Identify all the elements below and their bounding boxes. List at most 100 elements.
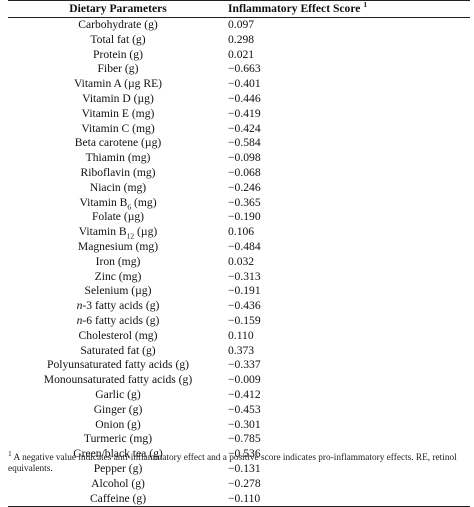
inflammatory-score-table: Dietary Parameters Inflammatory Effect S… [8, 0, 470, 507]
table-row: Total fat (g) 0.298 [8, 33, 470, 48]
table-header-row: Dietary Parameters Inflammatory Effect S… [8, 0, 470, 18]
header-footnote-mark: 1 [363, 0, 368, 10]
table-body: Carbohydrate (g) 0.097 Total fat (g) 0.298 P… [8, 18, 470, 507]
table-row: Fiber (g) −0.663 [8, 62, 470, 77]
dietary-parameter-cell: Caffeine (g) [8, 491, 228, 507]
table-row: Thiamin (mg) −0.098 [8, 151, 470, 166]
inflammatory-score-cell: −0.191 [228, 284, 261, 298]
dietary-parameter-cell: Niacin (mg) [89, 180, 147, 194]
inflammatory-score-cell: −0.663 [228, 62, 261, 76]
inflammatory-score-cell: 0.106 [228, 225, 255, 239]
header-inflammatory-effect-score: Inflammatory Effect Score 1 [228, 0, 470, 18]
dietary-parameter-cell: Garlic (g) [95, 387, 141, 401]
table-row: Ginger (g) −0.453 [8, 403, 470, 418]
dietary-parameter-cell: Polyunsaturated fatty acids (g) [47, 358, 189, 372]
dietary-parameter-cell: Magnesium (mg) [77, 239, 159, 253]
inflammatory-score-cell: 0.021 [228, 47, 255, 61]
table-row: n-6 fatty acids (g) −0.159 [8, 314, 470, 329]
inflammatory-score-cell: −0.246 [228, 180, 261, 194]
table-footnote: 1 A negative value indicates anti-inflam… [8, 450, 472, 474]
inflammatory-score-cell: 0.097 [228, 18, 255, 31]
table-row: Vitamin E (mg) −0.419 [8, 107, 470, 122]
table-row: Pepper (g) −0.131 [8, 462, 470, 477]
table-row: Cholesterol (mg) 0.110 [8, 329, 470, 344]
table-row: Vitamin A (µg RE) −0.401 [8, 77, 470, 92]
inflammatory-score-cell: −0.301 [228, 417, 261, 431]
dietary-parameter-cell: Protein (g) [93, 47, 143, 61]
inflammatory-score-cell: −0.190 [228, 210, 261, 224]
inflammatory-score-cell: 0.110 [228, 328, 254, 342]
table-row: Vitamin B6 (mg) −0.365 [8, 196, 470, 211]
inflammatory-score-cell: −0.337 [228, 358, 261, 372]
dietary-parameter-cell: Vitamin A (µg RE) [73, 77, 163, 91]
inflammatory-score-cell: −0.068 [228, 165, 261, 179]
dietary-parameter-cell: Vitamin E (mg) [81, 106, 155, 120]
table-row: Monounsaturated fatty acids (g) −0.009 [8, 373, 470, 388]
inflammatory-score-cell: 0.373 [228, 343, 255, 357]
inflammatory-score-cell: −0.484 [228, 239, 261, 253]
dietary-parameter-cell: Zinc (mg) [94, 269, 142, 283]
table-row: Saturated fat (g) 0.373 [8, 344, 470, 359]
table-row: Garlic (g) −0.412 [8, 388, 470, 403]
table-row: Green/black tea (g) −0.536 [8, 447, 470, 462]
dietary-parameter-cell: Thiamin (mg) [85, 151, 151, 165]
inflammatory-score-cell: −0.424 [228, 121, 261, 135]
inflammatory-score-cell: −0.098 [228, 151, 261, 165]
inflammatory-score-cell: 0.298 [228, 32, 255, 46]
table-row: Niacin (mg) −0.246 [8, 181, 470, 196]
dietary-parameter-cell: Folate (µg) [91, 210, 145, 224]
footnote-mark: 1 [8, 448, 12, 458]
inflammatory-score-cell: −0.401 [228, 77, 261, 91]
table-row: Vitamin B12 (µg) 0.106 [8, 225, 470, 240]
dietary-parameter-cell: Green/black tea (g) [73, 447, 163, 461]
dietary-parameter-cell: Vitamin C (mg) [81, 121, 155, 135]
inflammatory-score-cell: −0.419 [228, 106, 261, 120]
dietary-parameter-cell: n-6 fatty acids (g) [76, 313, 160, 327]
table-row: Iron (mg) 0.032 [8, 255, 470, 270]
table-row: Caffeine (g) −0.110 [8, 491, 470, 507]
table-row: Selenium (µg) −0.191 [8, 284, 470, 299]
dietary-parameter-cell: Riboflavin (mg) [80, 165, 156, 179]
table-row: Onion (g) −0.301 [8, 418, 470, 433]
table-row: Beta carotene (µg) −0.584 [8, 136, 470, 151]
table-row: Polyunsaturated fatty acids (g) −0.337 [8, 358, 470, 373]
table-row: Riboflavin (mg) −0.068 [8, 166, 470, 181]
inflammatory-score-cell: −0.412 [228, 387, 261, 401]
inflammatory-score-cell: −0.009 [228, 373, 261, 387]
dietary-parameter-cell: Beta carotene (µg) [74, 136, 162, 150]
table-row: Vitamin C (mg) −0.424 [8, 122, 470, 137]
table-row: Alcohol (g) −0.278 [8, 477, 470, 492]
dietary-parameter-cell: Pepper (g) [93, 461, 143, 475]
inflammatory-score-cell: −0.436 [228, 299, 261, 313]
inflammatory-score-cell: 0.032 [228, 254, 255, 268]
dietary-parameter-cell: Total fat (g) [90, 32, 146, 46]
inflammatory-score-cell: −0.584 [228, 136, 261, 150]
dietary-parameter-cell: Vitamin B6 (mg) [79, 195, 157, 211]
dietary-parameter-cell: Selenium (µg) [84, 284, 152, 298]
dietary-parameter-cell: Turmeric (mg) [83, 432, 153, 446]
dietary-parameter-cell: Fiber (g) [97, 62, 139, 76]
dietary-parameter-cell: n-3 fatty acids (g) [76, 299, 160, 313]
table-row: Carbohydrate (g) 0.097 [8, 18, 470, 33]
inflammatory-score-cell: −0.278 [228, 476, 261, 490]
table-page: Dietary Parameters Inflammatory Effect S… [8, 0, 472, 507]
dietary-parameter-cell: Ginger (g) [93, 402, 143, 416]
dietary-parameter-cell: Carbohydrate (g) [78, 18, 158, 31]
dietary-parameter-cell: Monounsaturated fatty acids (g) [43, 373, 193, 387]
inflammatory-score-cell: −0.131 [228, 461, 261, 475]
table-row: Protein (g) 0.021 [8, 48, 470, 63]
table-row: n-3 fatty acids (g) −0.436 [8, 299, 470, 314]
inflammatory-score-cell: −0.159 [228, 313, 261, 327]
inflammatory-score-cell: −0.365 [228, 195, 261, 209]
table-row: Vitamin D (µg) −0.446 [8, 92, 470, 107]
footnote-text: A negative value indicates anti-inflamma… [8, 453, 457, 474]
inflammatory-score-cell: −0.446 [228, 91, 261, 105]
header-dietary-parameters: Dietary Parameters [8, 0, 228, 18]
table-row: Magnesium (mg) −0.484 [8, 240, 470, 255]
table-row: Turmeric (mg) −0.785 [8, 432, 470, 447]
dietary-parameter-cell: Onion (g) [95, 417, 141, 431]
dietary-parameter-cell: Iron (mg) [95, 254, 141, 268]
inflammatory-score-cell: −0.313 [228, 269, 261, 283]
dietary-parameter-cell: Vitamin D (µg) [82, 91, 154, 105]
dietary-parameter-cell: Saturated fat (g) [80, 343, 156, 357]
